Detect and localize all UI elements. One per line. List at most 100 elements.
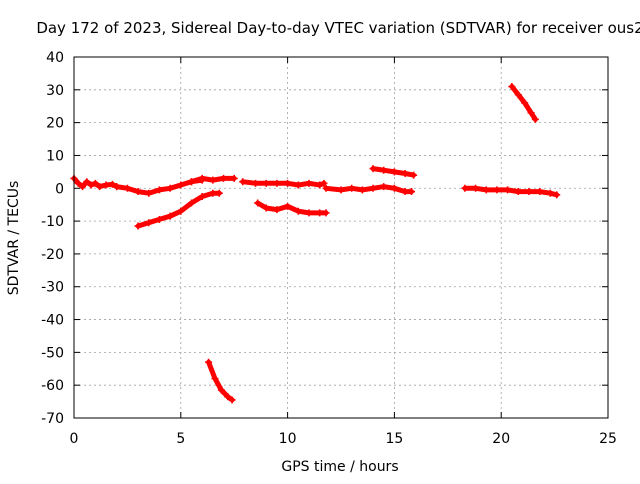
data-point bbox=[166, 184, 174, 192]
data-point bbox=[228, 396, 236, 404]
x-axis-label: GPS time / hours bbox=[281, 459, 398, 475]
y-tick-label: 20 bbox=[46, 116, 64, 132]
data-point bbox=[546, 189, 554, 197]
data-point bbox=[514, 188, 522, 196]
data-point bbox=[155, 215, 163, 223]
data-point bbox=[390, 184, 398, 192]
data-point bbox=[74, 179, 82, 187]
data-point bbox=[322, 209, 330, 217]
x-tick-label: 5 bbox=[176, 431, 185, 447]
data-point bbox=[380, 166, 388, 174]
series-trace bbox=[462, 185, 560, 198]
data-point bbox=[217, 386, 225, 394]
data-point bbox=[215, 189, 223, 197]
data-point bbox=[504, 186, 512, 194]
data-point bbox=[166, 212, 174, 220]
data-point bbox=[209, 189, 217, 197]
data-point bbox=[369, 184, 377, 192]
x-tick-label: 0 bbox=[70, 431, 79, 447]
data-point bbox=[358, 186, 366, 194]
data-point bbox=[322, 184, 330, 192]
data-series-arc-4 bbox=[134, 189, 223, 230]
data-point bbox=[273, 206, 281, 214]
data-point bbox=[134, 222, 142, 230]
series-trace bbox=[135, 190, 222, 229]
data-point bbox=[521, 99, 529, 107]
data-point bbox=[113, 183, 121, 191]
data-point bbox=[262, 204, 270, 212]
data-point bbox=[108, 180, 116, 188]
data-point bbox=[252, 179, 260, 187]
data-point bbox=[102, 181, 110, 189]
data-point bbox=[294, 207, 302, 215]
data-point bbox=[305, 209, 313, 217]
data-point bbox=[348, 184, 356, 192]
data-point bbox=[187, 178, 195, 186]
data-point bbox=[79, 183, 87, 191]
data-point bbox=[145, 189, 153, 197]
data-point bbox=[209, 176, 217, 184]
data-point bbox=[91, 179, 99, 187]
data-point bbox=[145, 219, 153, 227]
data-point bbox=[198, 174, 206, 182]
data-point bbox=[493, 186, 501, 194]
y-tick-label: -10 bbox=[41, 214, 64, 230]
data-point bbox=[123, 184, 131, 192]
data-point bbox=[273, 179, 281, 187]
y-tick-label: -70 bbox=[41, 411, 64, 427]
data-point bbox=[230, 174, 238, 182]
data-point bbox=[369, 165, 377, 173]
y-tick-label: 0 bbox=[55, 181, 64, 197]
y-tick-label: 40 bbox=[46, 50, 64, 66]
data-point bbox=[155, 186, 163, 194]
data-point bbox=[316, 209, 324, 217]
data-point bbox=[284, 179, 292, 187]
data-series-arc-3 bbox=[187, 174, 238, 186]
data-point bbox=[177, 181, 185, 189]
series-trace bbox=[323, 184, 414, 195]
data-series-arc-7 bbox=[254, 199, 330, 217]
data-point bbox=[337, 186, 345, 194]
data-point bbox=[401, 188, 409, 196]
data-point bbox=[531, 115, 539, 123]
data-point bbox=[407, 188, 415, 196]
data-point bbox=[508, 83, 516, 91]
data-point bbox=[284, 202, 292, 210]
x-tick-label: 10 bbox=[279, 431, 297, 447]
x-tick-label: 20 bbox=[492, 431, 510, 447]
data-point bbox=[527, 109, 535, 117]
data-point bbox=[211, 375, 219, 383]
data-point bbox=[87, 181, 95, 189]
data-point bbox=[177, 207, 185, 215]
data-point bbox=[96, 183, 104, 191]
chart-title: Day 172 of 2023, Sidereal Day-to-day VTE… bbox=[36, 19, 640, 37]
data-point bbox=[305, 179, 313, 187]
data-point bbox=[187, 199, 195, 207]
data-layer bbox=[70, 83, 561, 404]
y-axis-ticks: 40 30 20 10 0 -10 -20 -30 -40 -50 -60 -70 bbox=[41, 50, 608, 427]
plot-frame bbox=[73, 56, 609, 419]
data-point bbox=[224, 393, 232, 401]
y-tick-label: 30 bbox=[46, 83, 64, 99]
data-series-arc-8 bbox=[322, 183, 415, 196]
data-series-arc-9 bbox=[369, 165, 418, 179]
data-series-arc-5 bbox=[205, 358, 236, 404]
data-point bbox=[262, 179, 270, 187]
data-point bbox=[220, 174, 228, 182]
data-point bbox=[198, 192, 206, 200]
data-point bbox=[553, 191, 561, 199]
y-tick-label: 10 bbox=[46, 148, 64, 164]
data-point bbox=[525, 188, 533, 196]
data-point bbox=[316, 181, 324, 189]
data-point bbox=[254, 199, 262, 207]
y-tick-label: -50 bbox=[41, 345, 64, 361]
y-tick-label: -30 bbox=[41, 280, 64, 296]
y-tick-label: -40 bbox=[41, 313, 64, 329]
data-point bbox=[410, 171, 418, 179]
data-series-arc-11 bbox=[508, 83, 539, 123]
data-point bbox=[514, 91, 522, 99]
data-point bbox=[239, 178, 247, 186]
data-series-arc-10 bbox=[461, 184, 561, 199]
